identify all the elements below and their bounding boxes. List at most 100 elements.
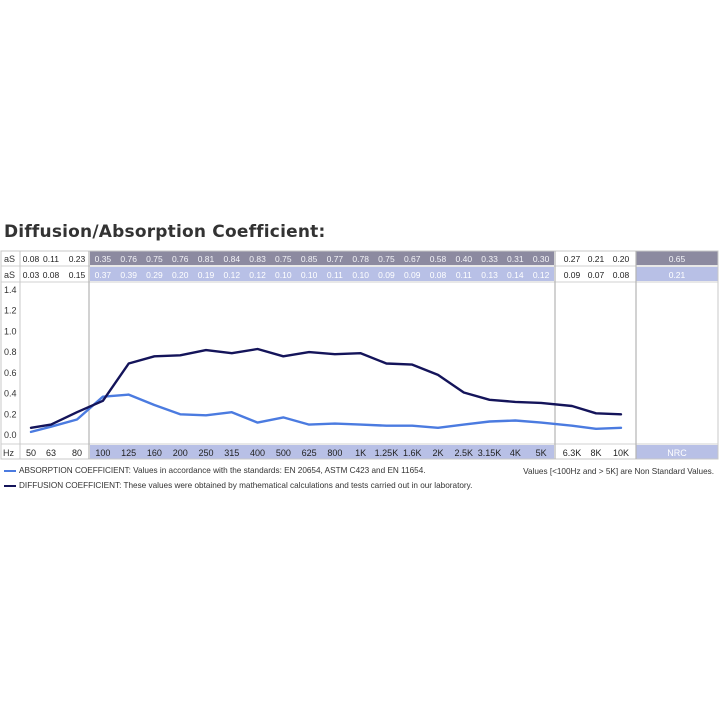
aS-row2-value: 0.10 bbox=[275, 270, 292, 280]
aS-row2-band-mid bbox=[90, 267, 554, 281]
aS-row1-value: 0.76 bbox=[120, 254, 137, 264]
y-tick-label: 0.2 bbox=[4, 409, 17, 419]
y-tick-label: 0.0 bbox=[4, 430, 17, 440]
aS-row1-value: 0.78 bbox=[352, 254, 369, 264]
diffusion-swatch bbox=[4, 484, 16, 487]
aS-row1-value: 0.21 bbox=[588, 254, 605, 264]
x-tick-label: 315 bbox=[224, 448, 239, 458]
x-tick-label: 400 bbox=[250, 448, 265, 458]
aS-row2-value: 0.15 bbox=[69, 270, 86, 280]
aS-row2-value: 0.20 bbox=[172, 270, 189, 280]
aS-row2-value: 0.37 bbox=[95, 270, 112, 280]
aS-row1-value: 0.35 bbox=[95, 254, 112, 264]
aS-row1-value: 0.81 bbox=[198, 254, 215, 264]
aS-row2-value: 0.12 bbox=[224, 270, 241, 280]
x-tick-label: 2K bbox=[432, 448, 443, 458]
nrc-label: NRC bbox=[667, 448, 687, 458]
aS-row1-band-mid bbox=[90, 251, 554, 265]
y-tick-label: 1.2 bbox=[4, 306, 17, 316]
row-label-aS-1: aS bbox=[4, 254, 15, 264]
aS-row1-band-nrc bbox=[636, 251, 718, 265]
y-tick-label: 0.8 bbox=[4, 347, 17, 357]
aS-row1-nrc-value: 0.65 bbox=[669, 254, 686, 264]
diffusion-series-line bbox=[29, 347, 623, 430]
x-tick-label: 5K bbox=[536, 448, 547, 458]
y-tick-label: 0.6 bbox=[4, 368, 17, 378]
x-tick-label: 250 bbox=[198, 448, 213, 458]
x-tick-label: 8K bbox=[590, 448, 601, 458]
aS-row2-value: 0.12 bbox=[249, 270, 266, 280]
aS-row2-value: 0.08 bbox=[430, 270, 447, 280]
aS-row2-value: 0.11 bbox=[327, 270, 343, 280]
legend-diffusion-text: DIFFUSION COEFFICIENT: These values were… bbox=[19, 481, 473, 490]
aS-row2-nrc-value: 0.21 bbox=[669, 270, 686, 280]
aS-row2-value: 0.19 bbox=[198, 270, 215, 280]
aS-row1-value: 0.40 bbox=[456, 254, 473, 264]
aS-row1-value: 0.11 bbox=[43, 254, 59, 264]
x-tick-label: 125 bbox=[121, 448, 136, 458]
aS-row1-value: 0.83 bbox=[249, 254, 266, 264]
x-tick-label: 625 bbox=[302, 448, 317, 458]
y-tick-label: 0.4 bbox=[4, 389, 17, 399]
legend-absorption: ABSORPTION COEFFICIENT: Values in accord… bbox=[4, 466, 426, 475]
aS-row1-value: 0.27 bbox=[564, 254, 581, 264]
aS-row2-value: 0.12 bbox=[533, 270, 550, 280]
x-tick-label: 10K bbox=[613, 448, 629, 458]
aS-row1-value: 0.23 bbox=[69, 254, 86, 264]
y-tick-label: 1.4 bbox=[4, 285, 17, 295]
x-tick-label: 800 bbox=[327, 448, 342, 458]
chart-title: Diffusion/Absorption Coefficient: bbox=[4, 222, 326, 242]
absorption-series-line bbox=[29, 393, 623, 434]
x-tick-label: 50 bbox=[26, 448, 36, 458]
x-tick-label: 80 bbox=[72, 448, 82, 458]
x-tick-label: 100 bbox=[95, 448, 110, 458]
x-tick-label: 6.3K bbox=[563, 448, 582, 458]
aS-row2-value: 0.09 bbox=[564, 270, 581, 280]
aS-row1-value: 0.08 bbox=[23, 254, 40, 264]
non-standard-note: Values [<100Hz and > 5K] are Non Standar… bbox=[523, 467, 714, 476]
legend-absorption-text: ABSORPTION COEFFICIENT: Values in accord… bbox=[19, 466, 426, 475]
aS-row2-value: 0.14 bbox=[507, 270, 524, 280]
aS-row2-value: 0.08 bbox=[613, 270, 630, 280]
aS-row2-value: 0.09 bbox=[404, 270, 421, 280]
aS-row1-value: 0.75 bbox=[378, 254, 395, 264]
aS-row1-value: 0.75 bbox=[275, 254, 292, 264]
aS-row2-value: 0.39 bbox=[120, 270, 137, 280]
aS-row1-value: 0.76 bbox=[172, 254, 189, 264]
legend-diffusion: DIFFUSION COEFFICIENT: These values were… bbox=[4, 481, 472, 490]
x-tick-label: 3.15K bbox=[478, 448, 502, 458]
aS-row2-band-nrc bbox=[636, 267, 718, 281]
x-tick-label: 200 bbox=[173, 448, 188, 458]
aS-row2-value: 0.08 bbox=[43, 270, 60, 280]
chart-frame bbox=[0, 250, 719, 460]
absorption-swatch bbox=[4, 469, 16, 472]
aS-row2-value: 0.11 bbox=[456, 270, 472, 280]
x-tick-label: 160 bbox=[147, 448, 162, 458]
aS-row1-value: 0.84 bbox=[224, 254, 241, 264]
y-tick-label: 1.0 bbox=[4, 326, 17, 336]
x-tick-label: 2.5K bbox=[455, 448, 474, 458]
x-tick-label: 1.25K bbox=[375, 448, 399, 458]
aS-row1-value: 0.77 bbox=[327, 254, 344, 264]
aS-row1-value: 0.31 bbox=[507, 254, 524, 264]
aS-row1-value: 0.20 bbox=[613, 254, 630, 264]
aS-row2-value: 0.29 bbox=[146, 270, 163, 280]
x-tick-label: 1.6K bbox=[403, 448, 422, 458]
aS-row1-value: 0.67 bbox=[404, 254, 421, 264]
row-label-hz: Hz bbox=[3, 448, 14, 458]
aS-row1-value: 0.85 bbox=[301, 254, 318, 264]
aS-row2-value: 0.10 bbox=[301, 270, 318, 280]
aS-row1-value: 0.58 bbox=[430, 254, 447, 264]
x-tick-label: 500 bbox=[276, 448, 291, 458]
row-label-aS-2: aS bbox=[4, 270, 15, 280]
aS-row2-value: 0.09 bbox=[378, 270, 395, 280]
hz-band-nrc bbox=[636, 445, 718, 459]
aS-row2-value: 0.07 bbox=[588, 270, 605, 280]
aS-row2-value: 0.03 bbox=[23, 270, 40, 280]
aS-row2-value: 0.13 bbox=[481, 270, 498, 280]
aS-row1-value: 0.33 bbox=[481, 254, 498, 264]
x-tick-label: 4K bbox=[510, 448, 521, 458]
aS-row1-value: 0.75 bbox=[146, 254, 163, 264]
x-tick-label: 1K bbox=[355, 448, 366, 458]
